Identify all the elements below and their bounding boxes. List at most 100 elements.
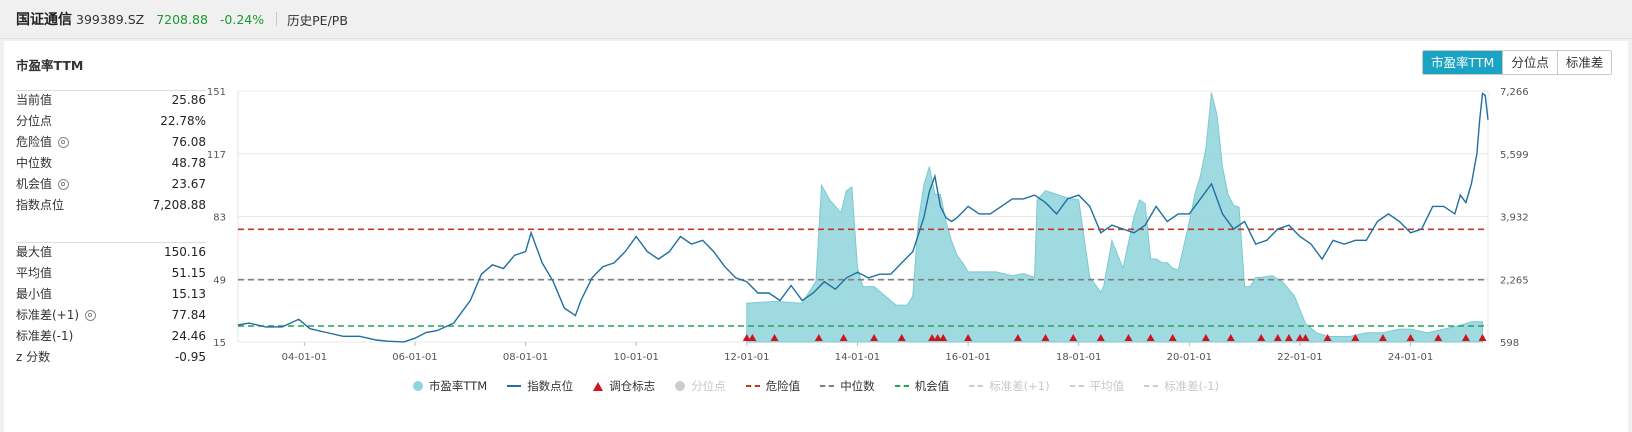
y-left-tick-label: 15 <box>213 338 226 349</box>
x-tick-label: 06-01-01 <box>392 352 437 363</box>
y-left-tick-label: 49 <box>213 275 226 286</box>
index-change: -0.24% <box>219 11 265 27</box>
stat-label: 机会值 <box>16 174 70 195</box>
rebalance-marker <box>928 334 937 341</box>
rebalance-marker <box>1323 334 1332 341</box>
rebalance-marker <box>1301 334 1310 341</box>
legend-label: 中位数 <box>840 379 875 393</box>
header-divider <box>276 12 278 26</box>
legend-item[interactable]: 市盈率TTM <box>412 378 487 394</box>
stat-label-text: 指数点位 <box>16 198 65 212</box>
circle-icon <box>412 381 423 391</box>
x-tick-label: 18-01-01 <box>1056 352 1101 363</box>
tab-percentile[interactable]: 分位点 <box>1502 51 1557 74</box>
history-mode-label: 历史PE/PB <box>287 12 348 28</box>
legend-item[interactable]: 指数点位 <box>507 378 573 394</box>
stat-label: 标准差(-1) <box>16 326 73 347</box>
stat-row: 指数点位 7,208.88 <box>16 195 206 216</box>
stat-label-text: 标准差(+1) <box>16 308 80 322</box>
rebalance-marker <box>1124 334 1133 341</box>
settings-gear-icon[interactable] <box>58 137 70 148</box>
stat-label: 最小值 <box>16 284 52 305</box>
x-tick-label: 08-01-01 <box>503 352 548 363</box>
x-tick-label: 16-01-01 <box>945 352 990 363</box>
legend-item[interactable]: 机会值 <box>894 378 950 394</box>
index-code: 399389.SZ <box>76 11 145 27</box>
y-right-tick-label: 7,266 <box>1500 87 1529 98</box>
rebalance-marker <box>839 334 848 341</box>
y-left-tick-label: 151 <box>207 87 226 98</box>
rebalance-marker <box>1069 334 1078 341</box>
x-tick-label: 10-01-01 <box>614 352 659 363</box>
dash-line-icon <box>820 385 835 387</box>
legend-item[interactable]: 中位数 <box>820 378 875 394</box>
stat-label: 危险值 <box>16 132 70 153</box>
stat-value: -0.95 <box>174 350 206 364</box>
rebalance-marker <box>933 334 942 341</box>
rebalance-marker <box>1434 334 1443 341</box>
stat-label: z 分数 <box>16 347 50 368</box>
chart-legend: 市盈率TTM 指数点位 调仓标志 分位点 危险值 中位数 机会值 标准差(+1) 平均值 标准差(… <box>4 378 1628 394</box>
rebalance-marker <box>1478 334 1487 341</box>
rebalance-marker <box>1378 334 1387 341</box>
stat-row: 危险值 76.08 <box>16 132 206 153</box>
legend-item[interactable]: 危险值 <box>745 378 800 394</box>
legend-item[interactable]: 平均值 <box>1069 378 1124 394</box>
x-tick-label: 22-01-01 <box>1277 352 1322 363</box>
line-icon <box>507 385 522 387</box>
stats-divider-middle <box>16 242 206 243</box>
y-left-tick-label: 83 <box>213 213 226 224</box>
stat-label-text: 平均值 <box>16 266 53 280</box>
y-right-tick-label: 598 <box>1500 338 1519 349</box>
stat-value: 24.46 <box>171 329 206 343</box>
stats-history: 最大值 150.16 平均值 51.15 最小值 15.13 标准差(+1) 77.84 标准差… <box>16 242 206 368</box>
rebalance-marker <box>897 334 906 341</box>
stat-label-text: 危险值 <box>16 135 53 149</box>
rebalance-marker <box>1461 334 1470 341</box>
pe-chart[interactable]: 15 49 83 117 151 598 2,265 3,932 5,599 7,266 04-01… <box>4 41 1628 371</box>
rebalance-marker <box>1351 334 1360 341</box>
dash-line-icon <box>894 385 909 387</box>
rebalance-marker <box>1406 334 1415 341</box>
stats-current: 当前值 25.86 分位点 22.78% 危险值 76.08 中位数 48.78 机会值 23.6… <box>16 90 206 216</box>
rebalance-marker <box>748 334 757 341</box>
dash-line-icon <box>1069 385 1084 387</box>
legend-label: 指数点位 <box>527 379 574 393</box>
rebalance-marker <box>1096 334 1105 341</box>
y-right-tick-label: 2,265 <box>1500 275 1529 286</box>
stat-label: 当前值 <box>16 90 52 111</box>
stat-row: z 分数 -0.95 <box>16 347 206 368</box>
tab-pe-ttm[interactable]: 市盈率TTM <box>1423 51 1503 74</box>
stat-value: 51.15 <box>171 266 206 280</box>
y-right-tick-label: 5,599 <box>1500 150 1529 161</box>
rebalance-marker <box>742 334 751 341</box>
rebalance-marker <box>1295 334 1304 341</box>
stat-row: 机会值 23.67 <box>16 174 206 195</box>
legend-label: 机会值 <box>914 379 950 393</box>
circle-icon <box>675 381 686 391</box>
stat-label: 指数点位 <box>16 195 64 216</box>
stat-value: 15.13 <box>171 287 206 301</box>
rebalance-marker <box>814 334 823 341</box>
tab-std-dev[interactable]: 标准差 <box>1556 51 1612 74</box>
stat-row: 最大值 150.16 <box>16 242 206 263</box>
stat-value: 25.86 <box>171 93 206 107</box>
legend-label: 标准差(+1) <box>989 379 1050 393</box>
settings-gear-icon[interactable] <box>85 310 97 321</box>
stats-divider-top <box>16 90 206 91</box>
valuation-card: 市盈率TTM 市盈率TTM 分位点 标准差 当前值 25.86 分位点 22.78% 危… <box>4 41 1628 432</box>
rebalance-marker <box>1201 334 1210 341</box>
stat-row: 标准差(-1) 24.46 <box>16 326 206 347</box>
rebalance-marker <box>1168 334 1177 341</box>
stat-label-text: 分位点 <box>16 114 53 128</box>
legend-label: 调仓标志 <box>609 379 656 393</box>
x-tick-label: 24-01-01 <box>1388 352 1433 363</box>
legend-item[interactable]: 标准差(+1) <box>969 378 1050 394</box>
settings-gear-icon[interactable] <box>58 179 70 190</box>
legend-item[interactable]: 分位点 <box>675 378 726 394</box>
index-name: 国证通信 <box>16 12 72 28</box>
rebalance-marker <box>1146 334 1155 341</box>
index-line <box>237 92 1489 343</box>
legend-item[interactable]: 调仓标志 <box>593 378 655 394</box>
legend-item[interactable]: 标准差(-1) <box>1144 378 1219 394</box>
